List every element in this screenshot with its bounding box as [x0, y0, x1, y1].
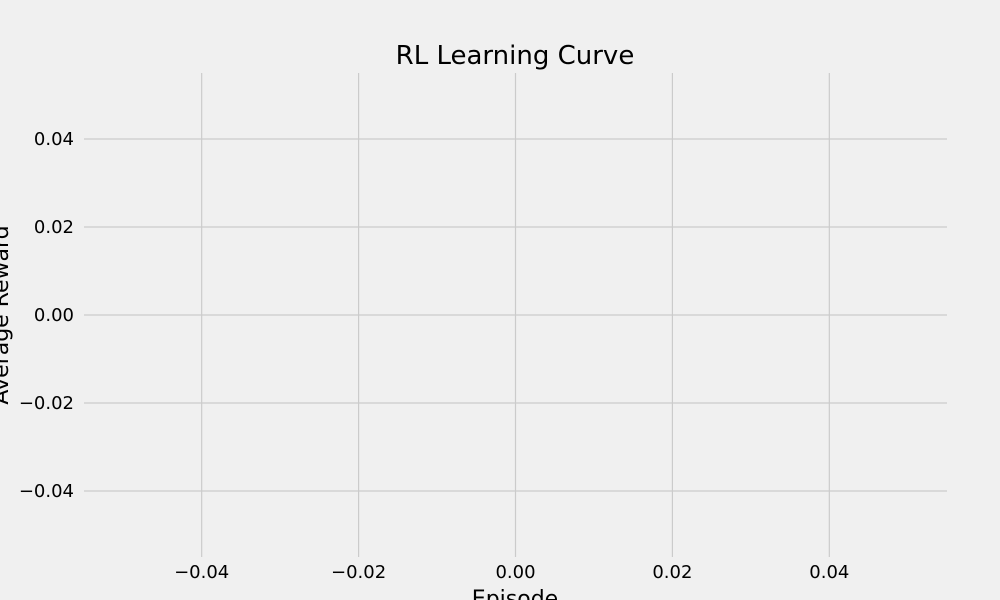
- y-axis-ticks: −0.04 −0.02 0.00 0.02 0.04: [19, 129, 74, 502]
- y-axis-label: Average Reward: [0, 225, 14, 404]
- x-axis-ticks: −0.04 −0.02 0.00 0.02 0.04: [174, 562, 849, 583]
- x-tick-label: 0.02: [652, 562, 692, 583]
- x-axis-label: Episode: [472, 587, 558, 600]
- y-tick-label: −0.04: [19, 481, 74, 502]
- y-tick-label: −0.02: [19, 393, 74, 414]
- x-tick-label: −0.02: [331, 562, 386, 583]
- x-tick-label: 0.04: [809, 562, 849, 583]
- x-tick-label: 0.00: [495, 562, 535, 583]
- grid: [84, 73, 947, 557]
- chart-title: RL Learning Curve: [396, 41, 635, 71]
- y-tick-label: 0.02: [34, 217, 74, 238]
- x-tick-label: −0.04: [174, 562, 229, 583]
- y-tick-label: 0.04: [34, 129, 74, 150]
- y-tick-label: 0.00: [34, 305, 74, 326]
